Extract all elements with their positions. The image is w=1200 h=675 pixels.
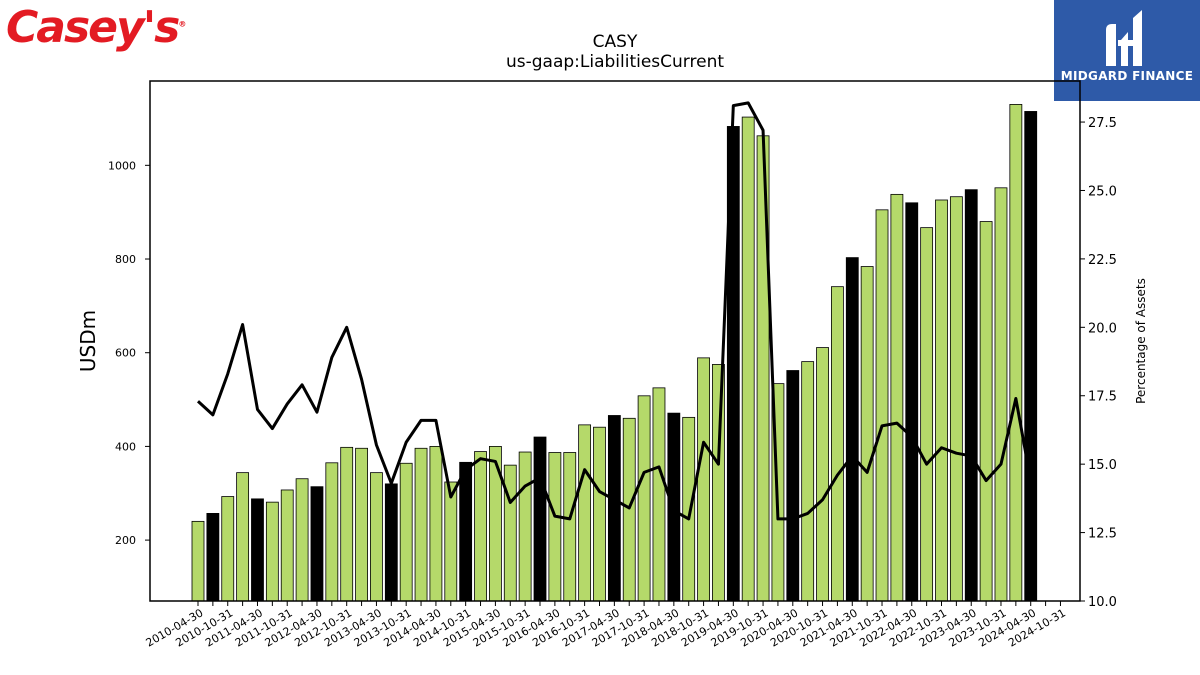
- bar: [890, 193, 904, 602]
- bar: [384, 483, 398, 602]
- chart-title: CASY: [592, 32, 638, 52]
- y-axis-label: USDm: [76, 310, 100, 372]
- bar: [994, 187, 1008, 602]
- y-tick-label: 400: [115, 440, 136, 453]
- bar: [831, 286, 844, 602]
- y2-tick-label: 25.0: [1088, 184, 1117, 199]
- y-tick-label: 1000: [108, 159, 136, 172]
- bar: [682, 416, 696, 602]
- bar: [979, 221, 993, 602]
- percentage-line: [196, 101, 1033, 521]
- bar: [741, 116, 755, 602]
- bar: [920, 227, 934, 602]
- y2-tick-label: 17.5: [1088, 390, 1117, 405]
- y2-tick-label: 27.5: [1088, 116, 1117, 131]
- bar: [474, 451, 487, 602]
- bar: [503, 464, 517, 602]
- bar: [191, 520, 205, 602]
- bar: [399, 462, 413, 602]
- y2-tick-label: 10.0: [1088, 595, 1117, 610]
- bar: [905, 202, 919, 602]
- midgard-finance-logo: MIDGARD FINANCE: [1054, 0, 1200, 101]
- bar: [1009, 104, 1023, 602]
- midgard-logo-text: MIDGARD FINANCE: [1060, 69, 1194, 83]
- y2-axis-label: Percentage of Assets: [1134, 278, 1148, 404]
- bar: [429, 446, 443, 602]
- bar: [622, 417, 636, 602]
- bar: [355, 447, 368, 602]
- y2-tick-label: 22.5: [1088, 253, 1117, 268]
- bar: [578, 424, 592, 602]
- caseys-logo-mark: ®: [178, 19, 187, 29]
- bar: [325, 462, 339, 602]
- bar: [712, 364, 725, 602]
- bar: [265, 501, 279, 602]
- plot-frame: [149, 80, 1081, 602]
- bar: [637, 395, 651, 602]
- bar: [236, 472, 250, 602]
- bar: [548, 452, 562, 602]
- bar: [816, 347, 829, 602]
- bar: [310, 486, 324, 602]
- caseys-logo-text: Casey's: [6, 2, 180, 53]
- chart-subtitle: us-gaap:LiabilitiesCurrent: [505, 52, 725, 72]
- bar: [221, 496, 235, 602]
- bar: [563, 452, 577, 602]
- bar: [518, 451, 532, 602]
- bar: [340, 446, 354, 602]
- bar: [845, 257, 859, 602]
- bar: [206, 513, 220, 602]
- bar: [533, 436, 547, 602]
- bar: [697, 357, 710, 602]
- y2-tick-label: 20.0: [1088, 321, 1117, 336]
- bar: [935, 199, 948, 602]
- bar: [295, 478, 309, 602]
- bar: [370, 472, 383, 602]
- bar: [875, 209, 889, 602]
- bar: [652, 387, 666, 602]
- y-tick-label: 600: [115, 347, 136, 360]
- bar: [251, 498, 264, 602]
- bar: [964, 189, 978, 602]
- bar: [786, 370, 800, 602]
- y-tick-label: 800: [115, 253, 136, 266]
- bar: [949, 196, 963, 602]
- caseys-logo: Casey's®: [6, 2, 186, 53]
- y2-tick-label: 12.5: [1088, 527, 1117, 542]
- bar: [444, 481, 458, 602]
- y2-tick-label: 15.0: [1088, 458, 1117, 473]
- bar: [1024, 111, 1038, 602]
- bar: [459, 461, 473, 602]
- bar: [801, 361, 815, 602]
- bar: [593, 426, 606, 602]
- bar: [607, 415, 621, 602]
- midgard-logo-icon: [1106, 10, 1142, 66]
- bar: [414, 447, 428, 602]
- bar: [860, 266, 874, 602]
- y-tick-label: 200: [115, 534, 136, 547]
- bar: [280, 489, 294, 602]
